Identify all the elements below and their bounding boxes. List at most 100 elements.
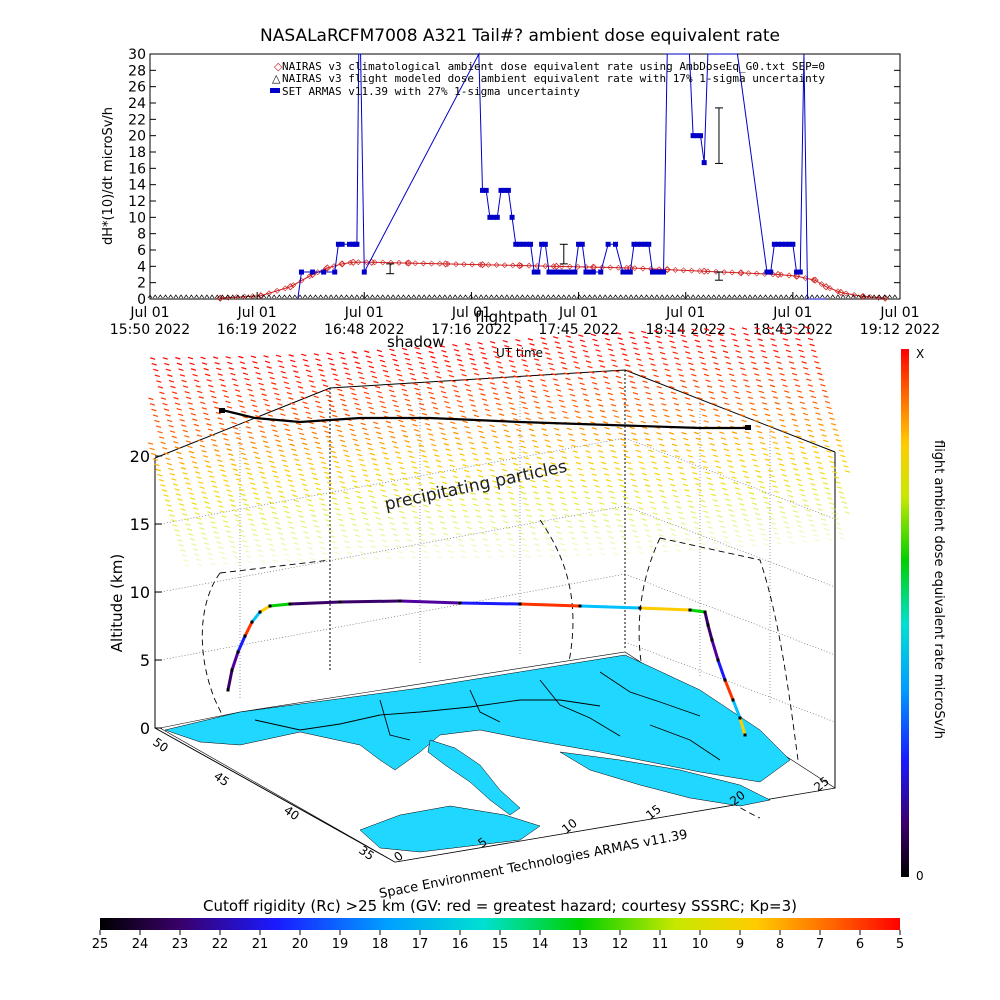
particle-mark: [323, 513, 329, 517]
particle-mark: [821, 476, 827, 480]
particle-mark: [266, 409, 272, 412]
particle-mark: [590, 376, 596, 380]
particle-mark: [756, 475, 763, 478]
particle-mark: [653, 420, 659, 424]
particle-mark: [227, 494, 234, 497]
particle-mark: [531, 531, 537, 535]
particle-mark: [612, 409, 618, 413]
particle-mark: [340, 398, 346, 402]
particle-mark: [639, 414, 645, 418]
particle-mark: [481, 398, 488, 401]
particle-mark: [627, 467, 634, 470]
particle-mark: [262, 522, 268, 526]
particle-mark: [149, 403, 156, 406]
particle-mark: [685, 538, 691, 541]
particle-mark: [670, 483, 676, 487]
data-point: [597, 294, 603, 299]
particle-mark: [355, 448, 361, 452]
particle-mark: [532, 395, 538, 399]
particle-mark: [381, 405, 387, 409]
particle-mark: [498, 549, 504, 553]
particle-mark: [707, 526, 713, 529]
particle-mark: [296, 380, 302, 384]
particle-mark: [803, 366, 809, 370]
particle-mark: [633, 535, 639, 538]
particle-mark: [343, 367, 349, 371]
particle-mark: [399, 466, 405, 470]
particle-mark: [269, 376, 275, 380]
data-point: [494, 214, 500, 220]
particle-mark: [188, 450, 195, 454]
particle-mark: [224, 484, 231, 488]
particle-mark: [841, 501, 847, 504]
particle-mark: [264, 445, 270, 449]
data-point: [664, 294, 670, 299]
data-point: [458, 294, 463, 299]
particle-mark: [414, 346, 420, 350]
particle-mark: [614, 370, 620, 373]
data-point: [277, 294, 282, 299]
particle-mark: [607, 392, 614, 396]
particle-mark: [542, 526, 548, 529]
particle-mark: [556, 531, 562, 535]
particle-mark: [411, 377, 417, 381]
particle-mark: [785, 441, 791, 444]
particle-mark: [534, 497, 540, 500]
particle-mark: [779, 418, 785, 422]
particle-mark: [629, 473, 635, 476]
y-tick-label: 16: [128, 161, 146, 177]
particle-mark: [291, 364, 297, 368]
data-point: [308, 294, 313, 299]
data-point: [256, 294, 261, 299]
particle-mark: [771, 390, 777, 394]
particle-mark: [481, 486, 487, 489]
data-point: [837, 288, 845, 297]
particle-mark: [385, 462, 391, 465]
particle-mark: [537, 508, 544, 512]
particle-mark: [326, 352, 332, 356]
particle-mark: [515, 474, 522, 477]
particle-mark: [526, 514, 532, 518]
particle-mark: [551, 514, 558, 518]
data-point: [568, 269, 574, 275]
data-point: [478, 294, 484, 299]
particle-mark: [617, 337, 623, 340]
particle-mark: [184, 435, 190, 438]
map-plane: [159, 651, 836, 863]
particle-mark: [392, 358, 398, 362]
particle-mark: [682, 483, 689, 487]
particle-mark: [471, 452, 478, 456]
particle-mark: [727, 367, 733, 371]
particle-mark: [478, 346, 485, 350]
flight-profile: [226, 599, 747, 737]
particle-mark: [540, 520, 547, 523]
particle-mark: [328, 486, 334, 490]
particle-mark: [616, 519, 622, 522]
particle-mark: [823, 439, 829, 443]
particle-mark: [554, 525, 561, 529]
particle-mark: [341, 486, 347, 489]
particle-mark: [549, 367, 555, 371]
particle-mark: [416, 527, 422, 531]
particle-mark: [810, 482, 816, 486]
particle-mark: [643, 478, 649, 482]
particle-mark: [793, 378, 799, 382]
particle-mark: [714, 460, 720, 463]
particle-mark: [408, 544, 414, 548]
particle-mark: [657, 484, 663, 487]
particle-mark: [745, 481, 751, 484]
particle-mark: [264, 403, 270, 407]
particle-mark: [227, 361, 233, 365]
particle-mark: [203, 367, 209, 371]
latitude-tick-label: 50: [150, 735, 171, 755]
legend-marker-square: [270, 88, 280, 93]
particle-mark: [489, 382, 496, 385]
particle-mark: [483, 544, 490, 547]
particle-mark: [183, 477, 190, 480]
particle-mark: [546, 543, 553, 546]
particle-mark: [607, 348, 614, 352]
x-tick-label: 16:48 2022: [324, 322, 404, 338]
particle-mark: [464, 383, 470, 387]
particle-mark: [427, 521, 433, 525]
particle-mark: [669, 385, 675, 389]
